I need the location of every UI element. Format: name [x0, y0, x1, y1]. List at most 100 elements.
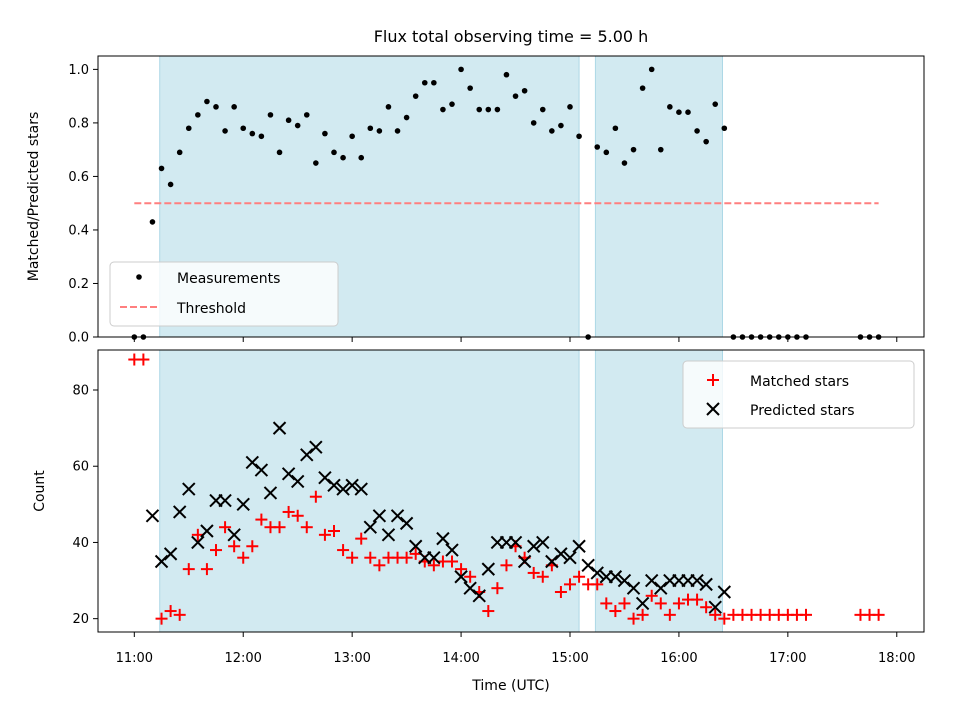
measurement-point: [267, 112, 274, 118]
measurement-point: [539, 106, 546, 113]
ratio-y-tick-label: 0.2: [68, 277, 89, 292]
predicted-star-point: [617, 573, 632, 588]
x-tick-label: 13:00: [333, 651, 370, 666]
measurement-point: [657, 146, 664, 153]
predicted-star-point: [254, 463, 269, 477]
x-tick-label: 15:00: [551, 651, 588, 666]
matched-star-point: [609, 605, 622, 618]
measurement-point: [403, 114, 410, 121]
measurement-point: [440, 106, 446, 113]
count-y-tick-label: 60: [72, 460, 89, 475]
matched-star-point: [255, 513, 268, 526]
predicted-star-point: [336, 482, 350, 496]
matched-star-point: [654, 597, 667, 610]
matched-star-point: [872, 608, 885, 621]
measurement-point: [195, 112, 201, 118]
predicted-star-point: [463, 581, 477, 595]
count-y-tick-label: 40: [72, 536, 89, 551]
count-legend-box: [682, 360, 915, 429]
predicted-star-point: [545, 554, 559, 569]
predicted-star-point: [626, 581, 641, 595]
matched-star-point: [718, 612, 731, 625]
predicted-star-point: [427, 550, 441, 565]
count-observing-windows: [159, 349, 723, 633]
count-y-tick-label: 20: [72, 612, 89, 627]
matched-star-point: [155, 612, 168, 625]
measurement-point: [431, 79, 437, 86]
matched-star-point: [318, 528, 331, 541]
predicted-star-point: [708, 600, 722, 614]
measurement-point: [667, 104, 673, 110]
measurement-point: [558, 122, 564, 129]
predicted-star-point: [272, 421, 287, 435]
predicted-star-point: [327, 478, 341, 492]
measurement-point: [340, 154, 346, 161]
matched-star-point: [291, 509, 304, 522]
x-axis-label: Time (UTC): [471, 678, 549, 694]
measurement-point: [521, 87, 528, 94]
measurement-point: [294, 122, 301, 129]
chart-title: Flux total observing time = 5.00 h: [374, 27, 649, 46]
measurement-point: [412, 93, 419, 99]
matched-star-point: [600, 597, 613, 610]
legend-matched-marker: [707, 374, 719, 386]
matched-star-point: [346, 551, 359, 564]
ratio-y-tick-label: 0.4: [68, 223, 89, 238]
measurement-point: [222, 128, 228, 134]
matched-star-point: [618, 597, 631, 610]
measurement-point: [467, 85, 473, 91]
predicted-star-point: [644, 573, 659, 588]
x-tick-label: 12:00: [224, 651, 261, 666]
measurement-point: [176, 149, 183, 156]
predicted-star-point: [472, 589, 486, 603]
matched-star-point: [427, 559, 440, 572]
measurement-point: [367, 125, 374, 132]
measurement-point: [712, 101, 719, 107]
measurement-point: [567, 104, 573, 110]
measurement-point: [303, 112, 310, 118]
predicted-star-point: [390, 509, 405, 523]
matched-star-point: [591, 578, 604, 591]
matched-star-point: [636, 608, 649, 621]
measurement-point: [703, 138, 709, 145]
matched-star-point: [554, 585, 567, 598]
measurement-point: [421, 79, 428, 86]
measurement-point: [385, 104, 392, 110]
matched-star-point: [228, 540, 241, 553]
matched-star-point: [137, 353, 150, 366]
matched-star-point: [672, 597, 685, 610]
predicted-star-point: [245, 455, 260, 470]
matched-star-point: [564, 578, 576, 591]
measurement-point: [721, 125, 728, 132]
predicted-star-point: [572, 539, 586, 553]
measurement-point: [549, 128, 555, 134]
measurement-point: [313, 160, 319, 166]
legend-threshold-label: Threshold: [176, 301, 246, 317]
predicted-star-point: [281, 467, 296, 481]
matched-star-point: [373, 559, 386, 572]
predicted-star-point: [581, 558, 595, 573]
matched-star-point: [364, 551, 377, 564]
predicted-star-point: [345, 478, 359, 492]
ratio-window-2: [594, 55, 723, 338]
x-tick-label: 14:00: [442, 651, 479, 666]
measurement-point: [594, 144, 601, 150]
ratio-y-axis-label: Matched/Predicted stars: [26, 112, 42, 282]
matched-star-point: [164, 605, 177, 618]
measurement-point: [630, 146, 637, 153]
predicted-star-point: [172, 505, 187, 519]
ratio-y-tick-label: 0.0: [68, 331, 89, 346]
predicted-star-point: [236, 497, 250, 512]
measurement-point: [185, 125, 192, 132]
ratio-y-tick-label: 0.6: [68, 170, 89, 185]
predicted-star-point: [436, 531, 450, 546]
measurement-point: [476, 106, 483, 113]
predicted-star-point: [526, 539, 541, 553]
count-y-tick-label: 80: [72, 384, 89, 399]
predicted-star-point: [554, 547, 568, 561]
matched-star-point: [663, 608, 676, 621]
measurement-point: [349, 133, 355, 140]
measurement-point: [612, 125, 619, 132]
ratio-legend-box: [109, 261, 339, 327]
